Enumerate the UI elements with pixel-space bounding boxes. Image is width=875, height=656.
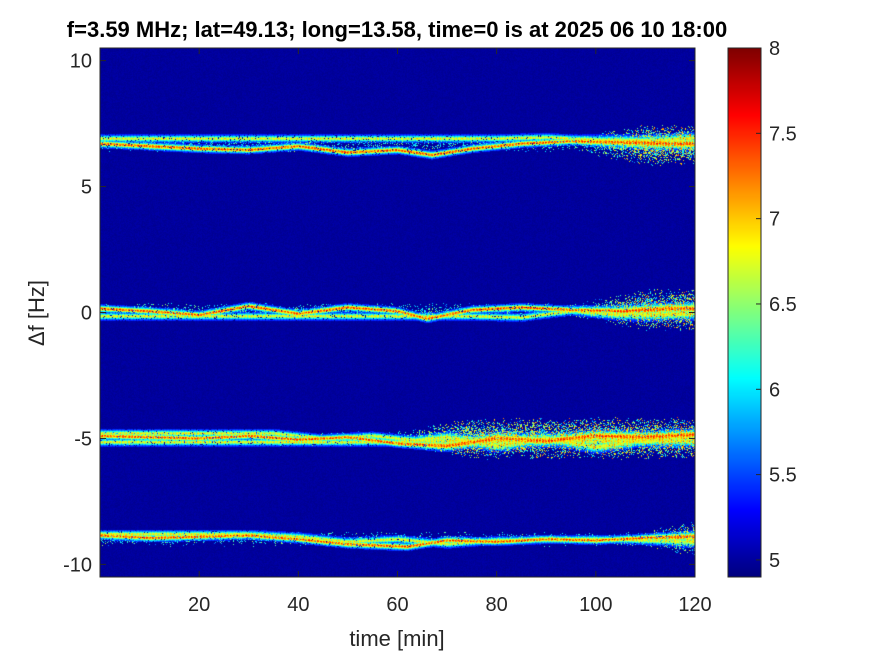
x-axis-label: time [min] [349,626,444,651]
colorbar-tick-label: 8 [769,38,780,60]
y-tick-label: 0 [81,303,92,325]
colorbar-tick-label: 7.5 [769,123,797,145]
spectrogram-heatmap [100,48,695,577]
colorbar-ticks: 5 5.5 6 6.5 7 7.5 8 [756,38,797,572]
colorbar-gradient [728,48,761,577]
colorbar: 5 5.5 6 6.5 7 7.5 8 [727,38,797,578]
colorbar-tick-label: 5.5 [769,465,797,487]
x-tick-label: 80 [486,594,508,616]
x-tick-label: 100 [579,594,612,616]
y-tick-label: -5 [74,428,92,450]
y-tick-label: 5 [81,177,92,199]
chart-title: f=3.59 MHz; lat=49.13; long=13.58, time=… [67,17,727,42]
x-tick-label: 120 [678,594,711,616]
colorbar-frame [727,47,762,578]
x-tick-label: 60 [386,594,408,616]
x-axis-ticks: 20 40 60 80 100 120 [188,48,712,616]
y-axis-label: Δf [Hz] [24,280,49,346]
colorbar-tick-label: 7 [769,209,780,231]
plot-area [99,47,696,578]
colorbar-tick-label: 6.5 [769,294,797,316]
y-tick-label: 10 [70,51,92,73]
x-tick-label: 40 [287,594,309,616]
colorbar-tick-label: 6 [769,379,780,401]
colorbar-tick-label: 5 [769,550,780,572]
y-axis-ticks: -10 -5 0 5 10 [63,51,695,576]
x-tick-label: 20 [188,594,210,616]
y-tick-label: -10 [63,554,92,576]
